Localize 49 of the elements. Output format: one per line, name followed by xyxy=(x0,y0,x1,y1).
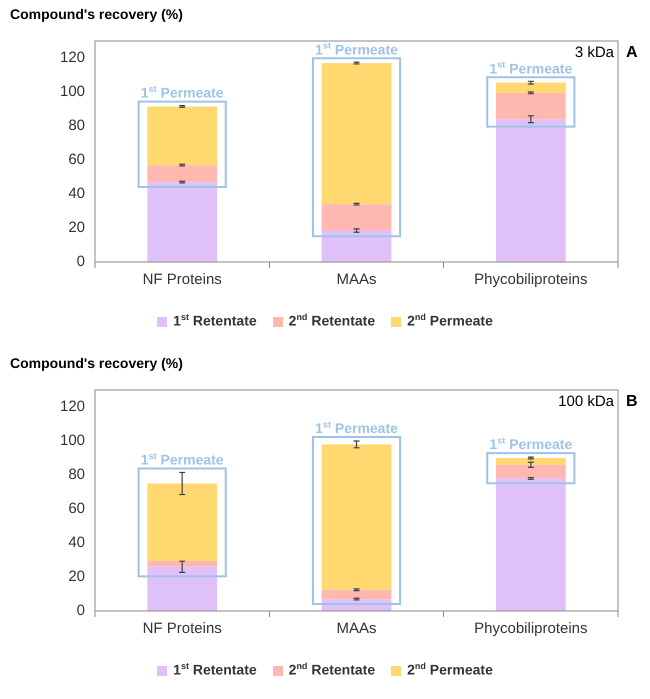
legend-label: 2$^{nd}$ Retentate xyxy=(288,312,376,329)
bar xyxy=(147,182,218,262)
y-tick-label: 0 xyxy=(76,602,86,620)
bar xyxy=(496,119,566,262)
y-tick-label: 100 xyxy=(60,432,86,450)
bar xyxy=(322,590,392,600)
text: B xyxy=(626,393,638,410)
x-tick-label: Phycobiliproteins xyxy=(474,271,588,288)
y-tick-label: 80 xyxy=(68,466,86,484)
bar xyxy=(147,484,218,561)
legend-label: 1$^{st}$ Retentate xyxy=(172,312,257,329)
x-tick-label: NF Proteins xyxy=(142,271,222,288)
annotation: 100 kDa xyxy=(558,393,615,410)
annotation: 3 kDa xyxy=(574,44,615,61)
legend-label: 2$^{nd}$ Retentate xyxy=(288,661,376,678)
y-tick-label: 60 xyxy=(68,151,86,168)
y-tick-label: 0 xyxy=(76,253,86,270)
y-tick-label: 60 xyxy=(68,500,86,518)
legend-label: 1$^{st}$ Retentate xyxy=(172,661,257,678)
legend-label: 2$^{nd}$ Permeate xyxy=(406,312,493,329)
bar xyxy=(147,106,218,166)
legend-label: 2$^{nd}$ Permeate xyxy=(406,661,493,678)
y-tick-label: 40 xyxy=(68,534,86,552)
y-tick-label: 20 xyxy=(68,568,86,586)
bar xyxy=(322,204,392,231)
y-tick-label: 120 xyxy=(60,49,86,66)
y-tick-label: 20 xyxy=(68,219,86,236)
x-tick-label: Phycobiliproteins xyxy=(474,620,588,638)
bar xyxy=(147,566,218,611)
y-tick-label: 80 xyxy=(68,117,86,134)
bar xyxy=(147,560,218,567)
y-tick-label: 40 xyxy=(68,185,86,202)
bar xyxy=(322,230,392,262)
x-tick-label: NF Proteins xyxy=(142,620,222,638)
bar xyxy=(496,458,566,465)
bar xyxy=(496,92,566,120)
x-tick-label: MAAs xyxy=(336,620,377,638)
text: A xyxy=(626,44,638,61)
bar xyxy=(496,478,566,611)
bar xyxy=(322,63,392,204)
chart-title: Compound's recovery (%) xyxy=(10,6,183,22)
y-tick-label: 100 xyxy=(60,83,86,100)
x-tick-label: MAAs xyxy=(336,271,377,288)
bar xyxy=(496,82,566,93)
bar xyxy=(496,464,566,478)
y-tick-label: 120 xyxy=(60,398,86,416)
chart-title: Compound's recovery (%) xyxy=(10,355,183,371)
bar xyxy=(147,165,218,182)
bar xyxy=(322,444,392,590)
